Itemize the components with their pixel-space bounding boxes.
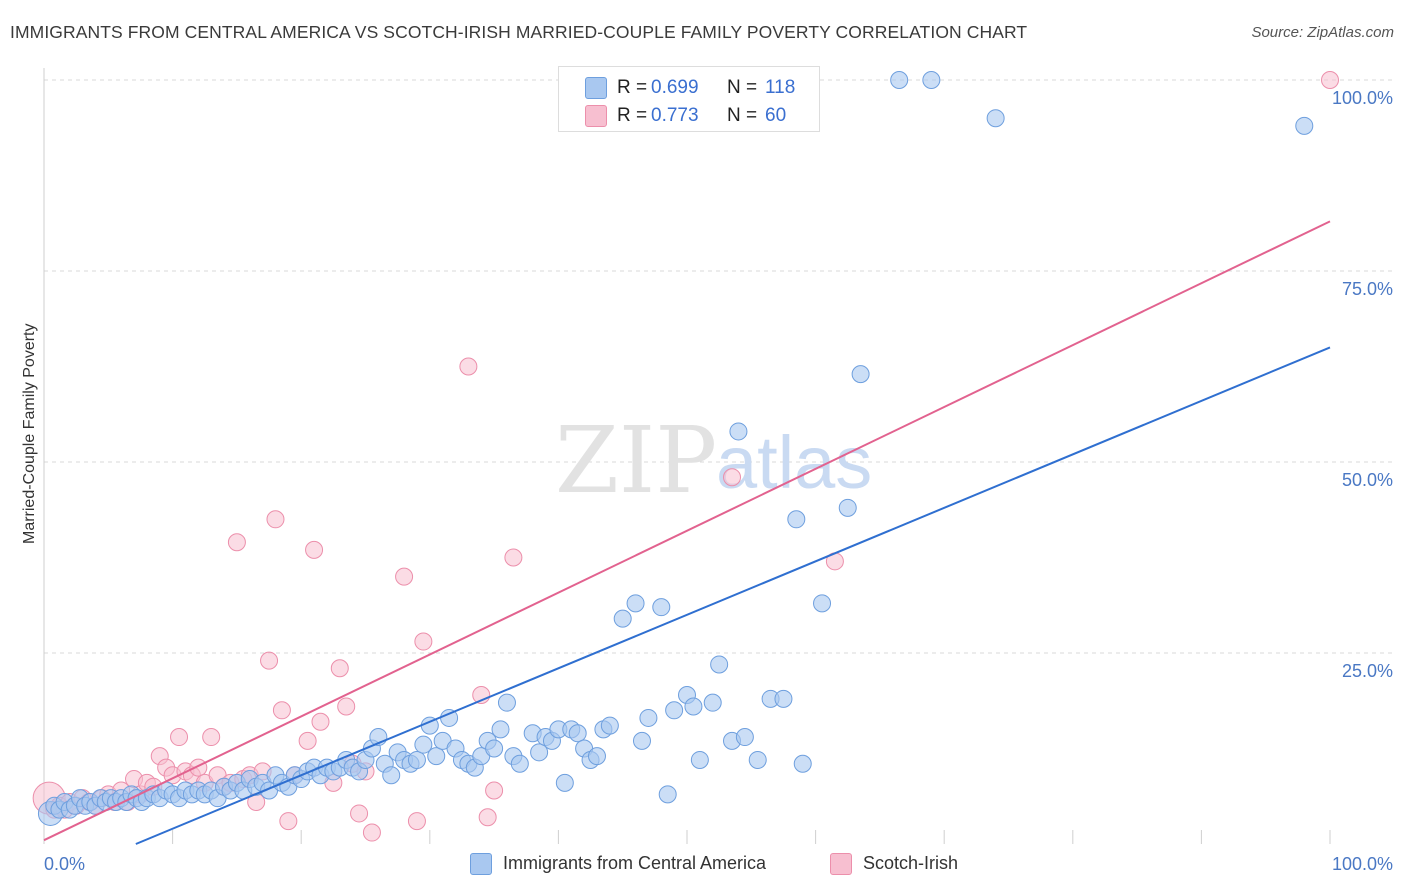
data-point-central-america [690,750,709,769]
y-tick-label: 25.0% [1342,661,1393,681]
data-point-central-america [787,510,806,529]
data-point-central-america [851,365,870,384]
data-point-scotch-irish [330,659,349,678]
watermark: ZIP atlas [555,407,872,514]
data-point-central-america [793,754,812,773]
data-point-central-america [555,773,574,792]
data-point-central-america [684,697,703,716]
x-tick-label: 100.0% [1332,854,1393,874]
data-point-scotch-irish [266,510,285,529]
data-point-central-america [497,693,516,712]
legend-row-scotch-irish: R = 0.773 N = 60 [559,101,819,129]
data-point-scotch-irish [350,804,369,823]
data-point-central-america [600,716,619,735]
data-point-central-america [382,766,401,785]
data-point-central-america [626,594,645,613]
legend-n-label: N = [727,77,758,98]
data-point-scotch-irish [395,567,414,586]
legend-r-label: R = [617,105,648,126]
series-central-america [37,71,1314,826]
data-point-scotch-irish [723,468,742,487]
data-point-scotch-irish [272,701,291,720]
y-tick-label: 50.0% [1342,470,1393,490]
legend-swatch-pink [830,853,852,875]
correlation-legend: R = 0.699 N = 118 R = 0.773 N = 60 [558,66,820,132]
legend-n-value: 118 [765,77,796,98]
data-point-scotch-irish [485,781,504,800]
data-point-scotch-irish [478,808,497,827]
tick-labels: 25.0% 50.0% 75.0% 100.0% 0.0% 100.0% [44,88,1393,874]
legend-label: Scotch-Irish [863,853,959,873]
legend-r-label: R = [617,77,648,98]
watermark-zip: ZIP [555,407,717,514]
legend-r-value: 0.773 [651,105,699,126]
data-point-central-america [813,594,832,613]
data-point-scotch-irish [279,812,298,831]
data-point-scotch-irish [407,812,426,831]
data-point-central-america [427,747,446,766]
data-point-central-america [613,609,632,628]
data-point-central-america [530,743,549,762]
data-point-scotch-irish [305,540,324,559]
data-point-scotch-irish [260,651,279,670]
legend-row-central-america: R = 0.699 N = 118 [559,73,819,101]
data-point-scotch-irish [202,728,221,747]
trend-lines [43,220,1331,845]
data-point-central-america [735,728,754,747]
legend-label: Immigrants from Central America [503,853,767,873]
x-tick-label: 0.0% [44,854,85,874]
data-point-central-america [774,689,793,708]
data-point-central-america [703,693,722,712]
data-point-central-america [838,498,857,517]
y-tick-label: 100.0% [1332,88,1393,108]
data-point-central-america [665,701,684,720]
data-point-central-america [922,71,941,89]
data-point-central-america [652,598,671,617]
gridlines [44,79,1392,654]
data-point-central-america [510,754,529,773]
legend-n-label: N = [727,105,758,126]
data-point-central-america [407,750,426,769]
data-point-scotch-irish [414,632,433,651]
data-point-central-america [491,720,510,739]
data-point-central-america [632,731,651,750]
data-point-scotch-irish [227,533,246,552]
data-point-scotch-irish [362,823,381,842]
data-point-scotch-irish [459,357,478,376]
axes [43,68,1331,844]
data-point-central-america [414,735,433,754]
chart-title: IMMIGRANTS FROM CENTRAL AMERICA VS SCOTC… [10,22,1028,42]
legend-r-value: 0.699 [651,77,699,98]
legend-n-value: 60 [765,105,787,126]
data-point-scotch-irish [504,548,523,567]
data-point-central-america [986,109,1005,128]
data-point-central-america [1295,116,1314,135]
data-point-scotch-irish [189,758,208,777]
y-tick-label: 75.0% [1342,279,1393,299]
data-point-central-america [890,71,909,89]
data-point-central-america [587,747,606,766]
source-label: Source: ZipAtlas.com [1251,24,1394,41]
data-point-scotch-irish [311,712,330,731]
data-point-central-america [568,724,587,743]
trend-line-central-america [135,346,1331,845]
data-point-central-america [748,750,767,769]
data-point-central-america [639,708,658,727]
trend-line-scotch-irish [43,220,1331,842]
data-point-central-america [485,739,504,758]
data-point-scotch-irish [337,697,356,716]
legend-swatch-pink [585,105,607,127]
legend-swatch-blue [470,853,492,875]
data-point-central-america [710,655,729,674]
legend-swatch-blue [585,77,607,99]
data-point-central-america [658,785,677,804]
data-point-scotch-irish [298,731,317,750]
data-point-scotch-irish [170,728,189,747]
data-point-central-america [729,422,748,441]
data-point-scotch-irish [1321,71,1339,89]
